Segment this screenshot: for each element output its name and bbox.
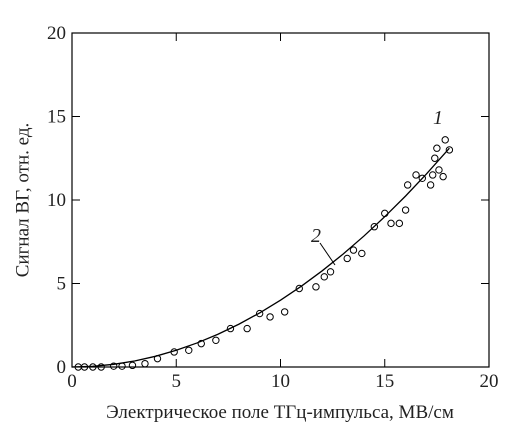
y-axis-label: Сигнал ВГ, отн. ед. <box>12 123 33 277</box>
x-tick-label: 5 <box>172 371 182 392</box>
y-tick-label: 0 <box>57 357 67 378</box>
data-point <box>197 339 205 348</box>
data-point <box>441 136 449 144</box>
data-point <box>401 206 410 214</box>
fit-curve <box>71 147 450 368</box>
data-point <box>343 254 351 263</box>
x-tick-label: 10 <box>271 371 290 392</box>
series-label: 1 <box>433 107 443 129</box>
y-tick-label: 5 <box>57 274 67 295</box>
data-point <box>412 171 420 179</box>
x-tick-label: 20 <box>480 371 499 392</box>
data-point <box>280 308 289 316</box>
data-point <box>312 283 320 291</box>
data-point <box>320 273 328 281</box>
data-point <box>439 172 447 181</box>
data-point <box>395 219 404 228</box>
data-point <box>358 249 366 258</box>
data-point <box>266 313 274 321</box>
data-point <box>243 324 251 333</box>
data-point <box>403 181 412 189</box>
leader-line <box>319 242 336 266</box>
y-tick-label: 20 <box>47 23 66 44</box>
data-point <box>212 336 220 344</box>
data-point <box>387 219 395 228</box>
data-point <box>295 284 303 293</box>
data-point <box>185 346 193 354</box>
data-point <box>381 209 389 218</box>
y-tick-label: 15 <box>47 107 66 128</box>
data-point <box>349 246 358 254</box>
plot-frame <box>71 32 490 368</box>
data-point <box>370 223 379 231</box>
data-point <box>431 154 439 162</box>
data-point <box>97 363 105 371</box>
data-point <box>128 361 137 370</box>
y-tick-label: 10 <box>47 190 66 211</box>
data-point <box>435 166 443 174</box>
data-point <box>226 324 235 333</box>
x-tick-label: 0 <box>67 371 77 392</box>
data-point <box>445 146 454 154</box>
data-point <box>429 171 437 179</box>
series-label: 2 <box>311 225 321 247</box>
x-tick-label: 15 <box>375 371 394 392</box>
data-point <box>255 309 264 318</box>
data-point <box>433 144 441 152</box>
data-point <box>141 359 149 368</box>
data-point <box>326 268 335 276</box>
data-point <box>110 362 118 370</box>
data-point <box>426 181 435 189</box>
x-axis-label: Электрическое поле ТГц-импульса, МВ/см <box>106 402 454 423</box>
data-point <box>418 174 426 182</box>
